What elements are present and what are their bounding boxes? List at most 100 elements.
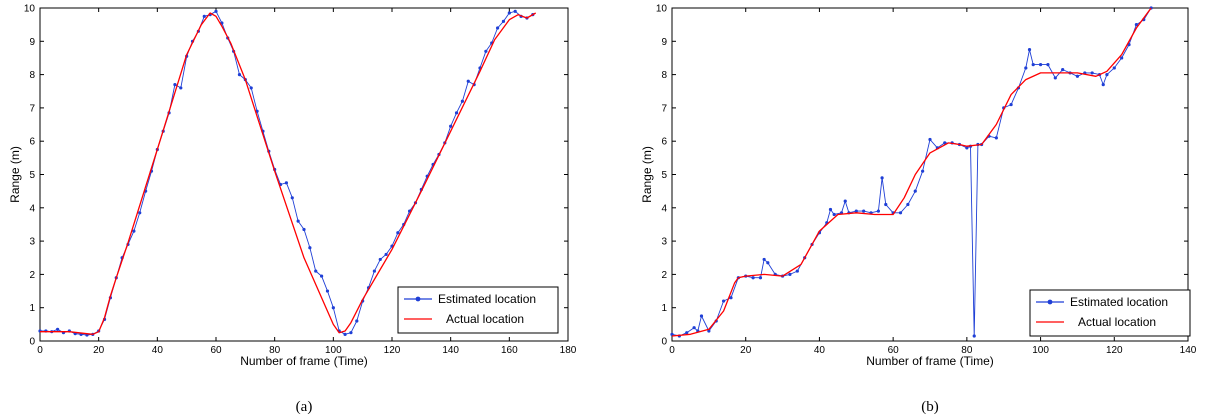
legend-label-actual: Actual location bbox=[446, 312, 524, 326]
x-tick-label: 60 bbox=[888, 345, 900, 356]
data-point-estimated-location bbox=[378, 257, 382, 262]
data-point-estimated-location bbox=[449, 124, 453, 128]
x-tick-label: 0 bbox=[37, 345, 43, 356]
y-tick-label: 0 bbox=[661, 337, 667, 348]
series-line-actual-location bbox=[671, 7, 1152, 337]
data-point-estimated-location bbox=[1027, 48, 1032, 52]
data-point-estimated-location bbox=[1061, 68, 1065, 72]
data-point-estimated-location bbox=[832, 212, 836, 217]
data-point-estimated-location bbox=[795, 269, 799, 273]
caption-a: (a) bbox=[296, 399, 313, 415]
data-point-estimated-location bbox=[766, 261, 770, 265]
data-point-estimated-location bbox=[685, 331, 689, 335]
x-tick-label: 140 bbox=[442, 345, 459, 356]
y-tick-label: 4 bbox=[661, 203, 667, 214]
data-point-estimated-location bbox=[179, 86, 183, 90]
data-point-estimated-location bbox=[302, 227, 306, 232]
data-point-estimated-location bbox=[884, 202, 888, 207]
series-line-actual-location bbox=[40, 12, 537, 335]
data-point-estimated-location bbox=[308, 246, 312, 250]
data-point-estimated-location bbox=[1009, 102, 1013, 107]
x-ticks bbox=[671, 8, 1189, 341]
data-point-estimated-location bbox=[1031, 63, 1035, 67]
data-point-estimated-location bbox=[913, 189, 917, 193]
y-tick-label: 9 bbox=[29, 37, 35, 48]
data-point-estimated-location bbox=[762, 257, 766, 262]
data-point-estimated-location bbox=[1120, 56, 1124, 60]
y-axis-title: Range (m) bbox=[640, 146, 654, 203]
data-point-estimated-location bbox=[699, 314, 704, 318]
y-tick-label: 1 bbox=[29, 303, 35, 314]
data-point-estimated-location bbox=[758, 276, 763, 280]
y-tick-label: 6 bbox=[661, 137, 667, 148]
legend-label-estimated: Estimated location bbox=[1070, 295, 1168, 309]
data-point-estimated-location bbox=[906, 202, 910, 207]
data-point-estimated-location bbox=[843, 199, 847, 203]
data-point-estimated-location bbox=[921, 169, 925, 173]
x-tick-label: 20 bbox=[93, 345, 105, 356]
data-point-estimated-location bbox=[496, 26, 500, 30]
data-point-estimated-location bbox=[1024, 66, 1028, 70]
data-point-estimated-location bbox=[202, 14, 206, 18]
legend-box bbox=[1029, 289, 1191, 337]
y-ticks bbox=[40, 7, 568, 342]
x-tick-labels: 0 20 40 60 80 100 120 140 160 180 bbox=[37, 345, 577, 356]
data-point-estimated-location bbox=[751, 276, 755, 280]
series-layer bbox=[38, 9, 537, 337]
data-point-estimated-location bbox=[788, 272, 792, 276]
x-tick-label: 20 bbox=[740, 345, 752, 356]
plot-frame bbox=[39, 7, 569, 342]
data-point-estimated-location bbox=[854, 209, 858, 213]
data-point-estimated-location bbox=[943, 141, 947, 145]
x-tick-label: 120 bbox=[384, 345, 401, 356]
data-point-estimated-location bbox=[1038, 63, 1043, 67]
x-tick-label: 80 bbox=[961, 345, 973, 356]
y-tick-label: 0 bbox=[29, 337, 35, 348]
data-point-estimated-location bbox=[722, 299, 726, 303]
y-tick-label: 10 bbox=[24, 4, 36, 15]
y-tick-label: 4 bbox=[29, 203, 35, 214]
data-point-estimated-location bbox=[173, 82, 177, 87]
legend-label-actual: Actual location bbox=[1078, 315, 1156, 329]
y-tick-label: 8 bbox=[661, 70, 667, 81]
data-point-estimated-location bbox=[249, 86, 253, 90]
legend: Estimated location Actual location bbox=[1029, 289, 1191, 337]
data-point-estimated-location bbox=[484, 49, 488, 53]
x-tick-label: 140 bbox=[1180, 345, 1197, 356]
y-tick-label: 7 bbox=[661, 103, 667, 114]
y-tick-label: 9 bbox=[661, 37, 667, 48]
data-point-estimated-location bbox=[138, 211, 142, 215]
data-point-estimated-location bbox=[331, 306, 335, 310]
data-point-estimated-location bbox=[507, 11, 511, 15]
chart-a: 0 20 40 60 80 100 120 140 160 180 0 1 2 3 4 5 6 7 8 9 10 Nu… bbox=[8, 4, 577, 416]
data-point-estimated-location bbox=[343, 332, 347, 336]
data-point-estimated-location bbox=[56, 327, 60, 331]
legend-marker-estimated bbox=[415, 296, 421, 302]
legend: Estimated location Actual location bbox=[397, 286, 559, 334]
x-axis-title: Number of frame (Time) bbox=[240, 354, 368, 368]
y-axis-title: Range (m) bbox=[8, 146, 22, 203]
x-tick-label: 80 bbox=[269, 345, 281, 356]
data-point-estimated-location bbox=[325, 289, 330, 293]
data-point-estimated-location bbox=[729, 296, 733, 300]
data-point-estimated-location bbox=[862, 209, 866, 213]
data-point-estimated-location bbox=[1046, 63, 1050, 67]
data-point-estimated-location bbox=[290, 196, 294, 200]
data-point-estimated-location bbox=[349, 331, 353, 335]
data-point-estimated-location bbox=[876, 209, 881, 213]
y-tick-label: 2 bbox=[661, 270, 667, 281]
data-point-estimated-location bbox=[214, 9, 218, 13]
x-tick-label: 40 bbox=[152, 345, 164, 356]
y-tick-label: 10 bbox=[656, 4, 668, 15]
data-point-estimated-location bbox=[466, 79, 470, 83]
x-tick-label: 180 bbox=[560, 345, 577, 356]
data-point-estimated-location bbox=[880, 176, 884, 180]
x-tick-label: 40 bbox=[814, 345, 826, 356]
data-point-estimated-location bbox=[707, 329, 711, 333]
data-point-estimated-location bbox=[828, 207, 833, 212]
y-tick-label: 6 bbox=[29, 137, 35, 148]
data-point-estimated-location bbox=[320, 274, 324, 278]
data-point-estimated-location bbox=[501, 19, 506, 23]
data-point-estimated-location bbox=[1112, 66, 1116, 70]
